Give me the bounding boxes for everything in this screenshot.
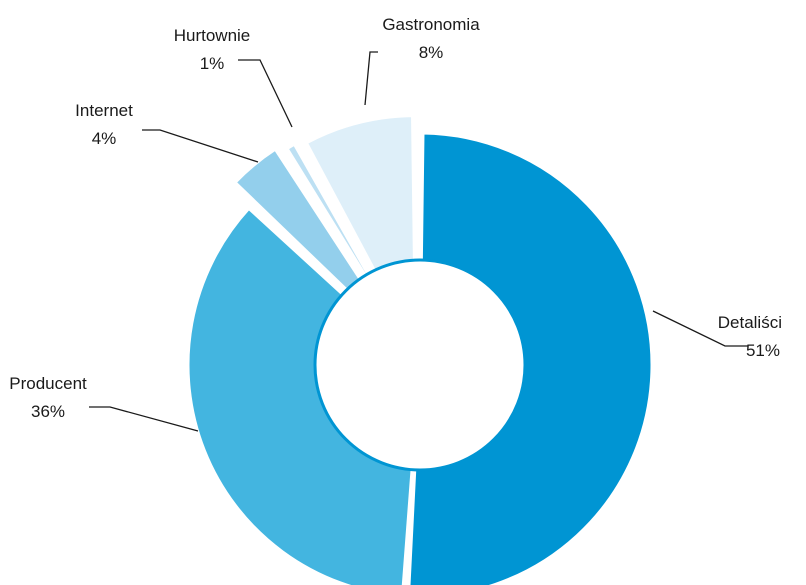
slice-value-label-3: 4% xyxy=(92,129,117,148)
leader-line-4 xyxy=(238,59,293,128)
pie-slice-1 xyxy=(407,131,654,585)
slice-value-label-1: 51% xyxy=(746,341,780,360)
slice-name-label-1: Detaliści xyxy=(718,313,782,332)
leader-line-1 xyxy=(652,310,748,347)
slice-name-label-2: Producent xyxy=(9,374,87,393)
leader-line-3 xyxy=(142,129,259,163)
slice-name-label-3: Internet xyxy=(75,101,133,120)
slice-name-label-5: Gastronomia xyxy=(382,15,480,34)
leader-line-5 xyxy=(364,51,378,106)
labels-layer: Detaliści 51% Producent 36% Internet 4% Hurtow… xyxy=(9,15,782,432)
pie-slice-2 xyxy=(186,206,422,585)
slice-name-label-4: Hurtownie xyxy=(174,26,251,45)
leader-line-2 xyxy=(89,406,199,432)
slice-value-label-4: 1% xyxy=(200,54,225,73)
slice-value-label-5: 8% xyxy=(419,43,444,62)
slice-value-label-2: 36% xyxy=(31,402,65,421)
donut-hole xyxy=(313,258,527,472)
